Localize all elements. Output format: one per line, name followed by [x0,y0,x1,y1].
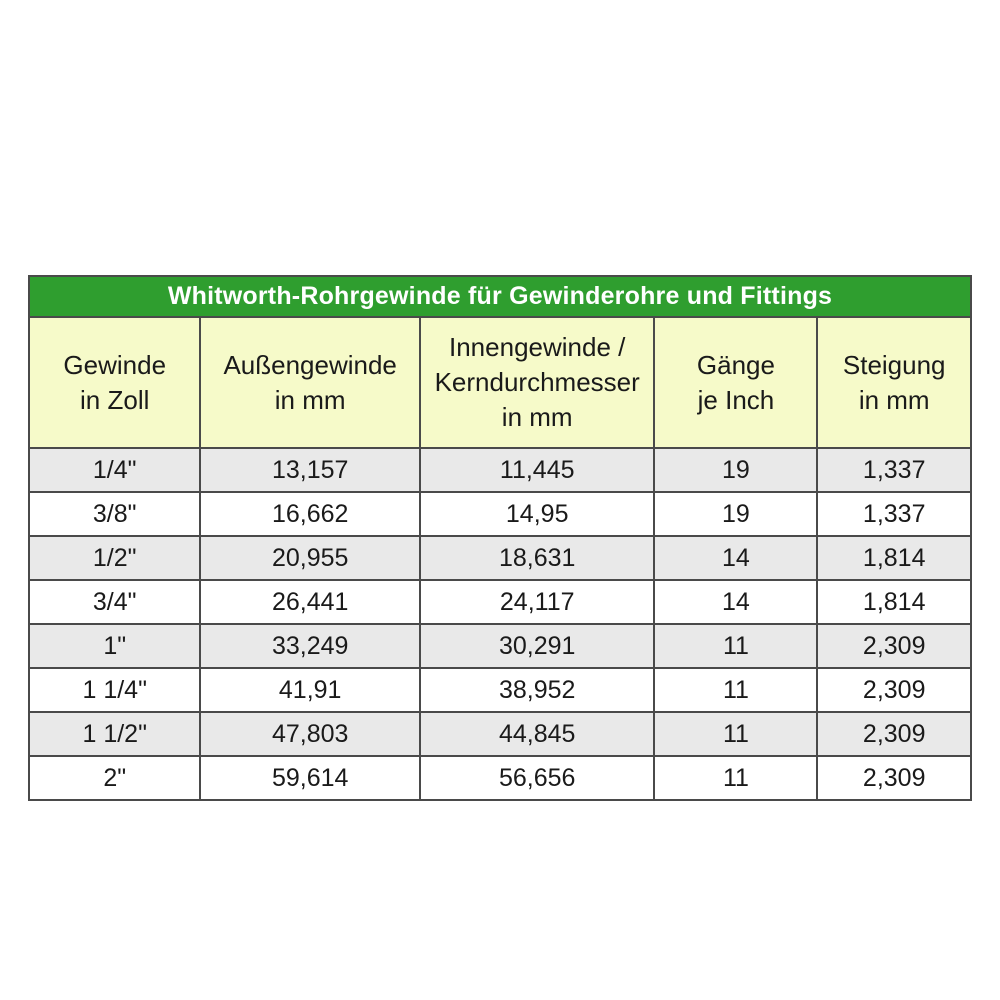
table-title-row: Whitworth-Rohrgewinde für Gewinderohre u… [28,275,972,318]
table-row: 1/4" 13,157 11,445 19 1,337 [27,447,972,494]
table-cell: 24,117 [418,579,656,626]
column-header-gewinde-in-zoll: Gewinde in Zoll [27,315,202,450]
table-cell: 1,337 [816,447,972,494]
table-cell: 1/2" [27,535,202,582]
table-cell: 14,95 [418,491,656,538]
table-cell: 11,445 [418,447,656,494]
whitworth-thread-table: Whitworth-Rohrgewinde für Gewinderohre u… [27,275,972,802]
table-cell: 16,662 [199,491,421,538]
table-title: Whitworth-Rohrgewinde für Gewinderohre u… [28,275,972,318]
table-cell: 26,441 [199,579,421,626]
table-cell: 2,309 [816,667,972,714]
table-row: 1 1/2" 47,803 44,845 11 2,309 [27,711,972,758]
table-cell: 1 1/2" [27,711,202,758]
table-cell: 11 [653,623,819,670]
table-cell: 14 [653,579,819,626]
table-cell: 18,631 [418,535,656,582]
table-cell: 11 [653,711,819,758]
table-cell: 33,249 [199,623,421,670]
table-cell: 11 [653,755,819,802]
table-cell: 3/8" [27,491,202,538]
table-header-row: Gewinde in Zoll Außengewinde in mm Innen… [27,315,972,450]
table-cell: 38,952 [418,667,656,714]
table-cell: 3/4" [27,579,202,626]
table-cell: 20,955 [199,535,421,582]
column-header-innengewinde: Innengewinde / Kerndurchmesser in mm [418,315,656,450]
table-cell: 44,845 [418,711,656,758]
table-cell: 1 1/4" [27,667,202,714]
table-body: 1/4" 13,157 11,445 19 1,337 3/8" 16,662 14,95 19… [27,447,972,802]
table-cell: 2" [27,755,202,802]
table-row: 3/4" 26,441 24,117 14 1,814 [27,579,972,626]
table-cell: 14 [653,535,819,582]
table-cell: 1,814 [816,535,972,582]
table-cell: 13,157 [199,447,421,494]
table-cell: 30,291 [418,623,656,670]
table-row: 2" 59,614 56,656 11 2,309 [27,755,972,802]
table-cell: 2,309 [816,711,972,758]
thread-table-wrap: Whitworth-Rohrgewinde für Gewinderohre u… [27,275,972,802]
table-cell: 41,91 [199,667,421,714]
table-row: 1" 33,249 30,291 11 2,309 [27,623,972,670]
table-cell: 47,803 [199,711,421,758]
table-row: 1 1/4" 41,91 38,952 11 2,309 [27,667,972,714]
table-row: 3/8" 16,662 14,95 19 1,337 [27,491,972,538]
table-cell: 11 [653,667,819,714]
column-header-steigung: Steigung in mm [816,315,972,450]
table-cell: 59,614 [199,755,421,802]
table-cell: 1/4" [27,447,202,494]
table-cell: 19 [653,447,819,494]
table-cell: 1,814 [816,579,972,626]
table-cell: 1" [27,623,202,670]
table-cell: 56,656 [418,755,656,802]
table-row: 1/2" 20,955 18,631 14 1,814 [27,535,972,582]
table-cell: 2,309 [816,755,972,802]
table-cell: 1,337 [816,491,972,538]
column-header-aussengewinde: Außengewinde in mm [199,315,421,450]
table-cell: 19 [653,491,819,538]
table-cell: 2,309 [816,623,972,670]
column-header-gaenge-je-inch: Gänge je Inch [653,315,819,450]
